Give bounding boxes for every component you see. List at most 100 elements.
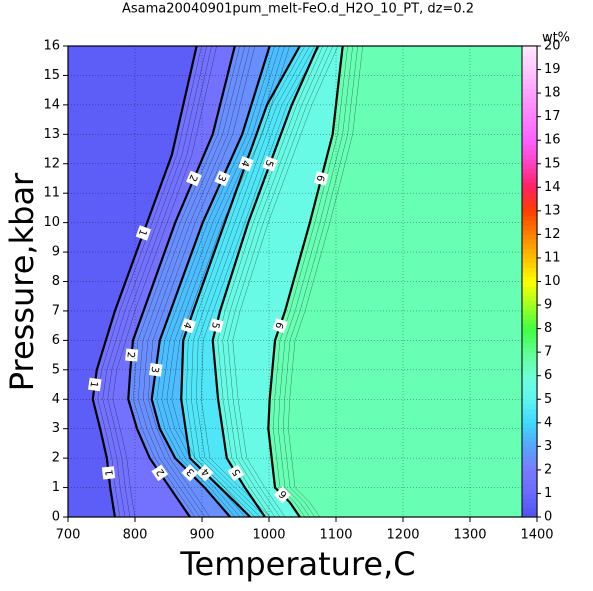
colorbar-segment	[522, 257, 537, 264]
colorbar-segment	[522, 196, 537, 202]
minor-contour	[217, 46, 324, 517]
colorbar-tick-label: 14	[544, 180, 561, 195]
label-background	[101, 466, 116, 480]
colorbar-segment	[522, 272, 537, 278]
y-tick-label: 11	[43, 186, 60, 201]
label-background	[151, 464, 169, 482]
y-tick-label: 16	[43, 39, 60, 54]
colorbar-segment	[522, 380, 537, 386]
minor-contour	[278, 46, 353, 517]
colorbar-segment	[522, 455, 537, 461]
contour-label-box: 1	[87, 377, 102, 392]
label-background	[272, 318, 288, 334]
colorbar-segment	[522, 366, 537, 372]
colorbar-segment	[522, 422, 537, 429]
contour-label: 6	[272, 320, 284, 330]
contour-label-box: 5	[227, 464, 245, 482]
colorbar-segment	[522, 97, 537, 104]
colorbar-segment	[522, 403, 537, 410]
colorbar-tick-label: 1	[544, 486, 552, 501]
colorbar-segment	[522, 135, 537, 141]
colorbar-segment	[522, 88, 537, 94]
colorbar-tick-label: 8	[544, 321, 552, 336]
contour-label-box: 5	[209, 318, 224, 333]
colorbar-segment	[522, 484, 537, 490]
contour-label-box: 2	[186, 170, 202, 187]
colorbar-segment	[522, 210, 537, 217]
contour-label: 1	[104, 469, 116, 477]
contour-label-box: 3	[214, 170, 231, 187]
colorbar-tick-label: 12	[544, 227, 561, 242]
colorbar-segment	[522, 319, 537, 325]
contour-label-box: 5	[262, 156, 278, 172]
colorbar-segment	[522, 102, 537, 108]
colorbar-segment	[522, 64, 537, 71]
colorbar-segment	[522, 116, 537, 122]
y-tick-label: 10	[43, 215, 60, 230]
contour-line	[150, 46, 271, 517]
minor-contour	[288, 46, 363, 517]
x-tick-label: 1100	[319, 528, 352, 543]
label-background	[262, 156, 278, 172]
minor-contour	[102, 46, 207, 517]
colorbar-segment	[522, 177, 537, 184]
contour-label: 4	[181, 320, 193, 330]
colorbar-segment	[522, 74, 537, 80]
colorbar-tick-label: 18	[544, 86, 561, 101]
label-background	[196, 464, 214, 482]
colorbar-segment	[522, 234, 537, 240]
colorbar-tick-label: 15	[544, 156, 561, 171]
x-tick-label: 800	[123, 528, 148, 543]
label-background	[186, 170, 202, 187]
colorbar-segment	[522, 394, 537, 400]
colorbar-segment	[522, 50, 537, 56]
label-background	[135, 225, 152, 241]
y-tick-label: 7	[52, 303, 60, 318]
colorbar-segment	[522, 276, 537, 282]
minor-contour	[196, 46, 315, 517]
minor-contour	[112, 46, 217, 517]
colorbar-segment	[522, 352, 537, 358]
colorbar-segment	[522, 262, 537, 268]
chart-title: Asama20040901pum_melt-FeO.d_H2O_10_PT, d…	[122, 2, 474, 17]
overlay: 700 800 900 1000 1100 1200 1300 140001234567891…	[43, 39, 560, 543]
colorbar-tick-label: 0	[544, 510, 552, 525]
contour-label: 6	[314, 174, 326, 183]
colorbar-tick-label: 20	[544, 39, 561, 54]
y-axis-title: Pressure,kbar	[3, 172, 41, 391]
colorbar-segment	[522, 333, 537, 339]
colorbar-segment	[522, 389, 537, 396]
colorbar-segment	[522, 140, 537, 146]
x-tick-label: 900	[190, 528, 215, 543]
contour-label: 5	[262, 158, 275, 168]
contour-line	[180, 46, 301, 517]
contour-label: 3	[148, 366, 160, 374]
colorbar-segment	[522, 309, 537, 315]
contour-label: 2	[186, 173, 199, 183]
colorbar-segment	[522, 502, 537, 509]
colorbar-segment	[522, 243, 537, 250]
colorbar-segment	[522, 314, 537, 320]
colorbar-tick-label: 6	[544, 368, 552, 383]
colorbar-segment	[522, 149, 537, 155]
colorbar-segment	[522, 286, 537, 292]
label-background	[180, 318, 196, 334]
colorbar-segment	[522, 469, 537, 476]
contour-label-box: 4	[180, 318, 196, 334]
colorbar-segment	[522, 385, 537, 391]
colorbar-segment	[522, 399, 537, 405]
colorbar-tick-label: 9	[544, 298, 552, 313]
colorbar-segment	[522, 69, 537, 75]
colorbar-tick-label: 11	[544, 250, 561, 265]
label-background	[214, 170, 231, 187]
minor-contour	[232, 46, 339, 517]
colorbar-segment	[522, 488, 537, 494]
y-tick-label: 8	[52, 274, 60, 289]
y-tick-label: 6	[52, 333, 60, 348]
colorbar-segment	[522, 436, 537, 443]
colorbar-segment	[522, 224, 537, 231]
y-tick-label: 9	[52, 245, 60, 260]
colorbar-segment	[522, 507, 537, 513]
y-tick-label: 3	[52, 421, 60, 436]
minor-contour	[143, 46, 251, 517]
